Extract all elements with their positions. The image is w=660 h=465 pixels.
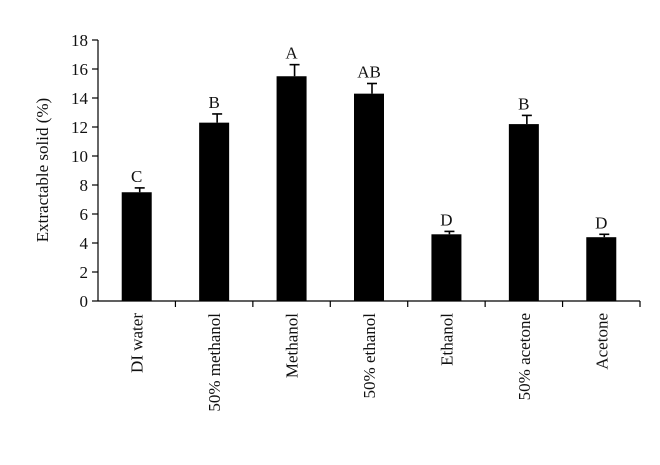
y-axis: 0 2 4 6 8 10 12 14 16 18 [71, 31, 99, 311]
x-axis: DI water 50% methanol Methanol 50% ethanol E… [98, 300, 641, 412]
y-tick-label: 2 [80, 263, 89, 282]
data-label: B [518, 94, 529, 113]
y-tick-label: 8 [80, 176, 89, 195]
x-tick-label: Ethanol [437, 313, 456, 366]
bar [431, 234, 462, 301]
data-label: C [131, 167, 142, 186]
data-label: D [440, 210, 452, 229]
bar [121, 192, 152, 301]
y-tick-label: 0 [80, 292, 89, 311]
bar [276, 76, 307, 301]
y-tick-label: 4 [80, 234, 89, 253]
data-labels: C B A AB D B D [131, 44, 607, 233]
bar [508, 124, 539, 301]
y-tick-label: 16 [71, 60, 88, 79]
x-tick-label: Methanol [283, 313, 302, 378]
data-label: B [208, 93, 219, 112]
x-tick-label: 50% ethanol [360, 313, 379, 399]
bar [199, 122, 230, 302]
x-tick-label: 50% acetone [515, 313, 534, 400]
y-tick-label: 14 [71, 89, 89, 108]
y-tick-label: 18 [71, 31, 88, 50]
x-tick-label: Acetone [592, 313, 611, 370]
y-tick-label: 12 [71, 118, 88, 137]
y-tick-label: 6 [80, 205, 89, 224]
y-tick-label: 10 [71, 147, 88, 166]
bar [586, 237, 617, 301]
bar [354, 93, 384, 302]
bars [121, 63, 617, 302]
x-tick-label: DI water [128, 313, 147, 373]
x-tick-label: 50% methanol [205, 313, 224, 412]
y-axis-title: Extractable solid (%) [33, 98, 52, 242]
data-label: AB [357, 63, 381, 82]
data-label: D [595, 213, 607, 232]
data-label: A [285, 44, 298, 63]
